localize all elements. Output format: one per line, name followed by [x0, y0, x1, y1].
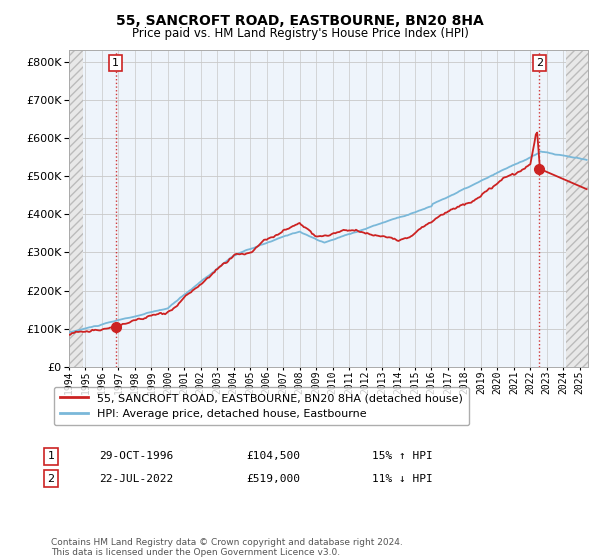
- Bar: [69, 46, 83, 367]
- Text: Contains HM Land Registry data © Crown copyright and database right 2024.
This d: Contains HM Land Registry data © Crown c…: [51, 538, 403, 557]
- Text: 55, SANCROFT ROAD, EASTBOURNE, BN20 8HA: 55, SANCROFT ROAD, EASTBOURNE, BN20 8HA: [116, 14, 484, 28]
- Text: 29-OCT-1996: 29-OCT-1996: [99, 451, 173, 461]
- Text: 22-JUL-2022: 22-JUL-2022: [99, 474, 173, 484]
- Text: 11% ↓ HPI: 11% ↓ HPI: [372, 474, 433, 484]
- Text: £519,000: £519,000: [246, 474, 300, 484]
- Legend: 55, SANCROFT ROAD, EASTBOURNE, BN20 8HA (detached house), HPI: Average price, de: 55, SANCROFT ROAD, EASTBOURNE, BN20 8HA …: [53, 386, 469, 426]
- Text: 2: 2: [536, 58, 543, 68]
- Text: 15% ↑ HPI: 15% ↑ HPI: [372, 451, 433, 461]
- Text: 1: 1: [47, 451, 55, 461]
- Text: Price paid vs. HM Land Registry's House Price Index (HPI): Price paid vs. HM Land Registry's House …: [131, 27, 469, 40]
- Bar: [566, 46, 599, 367]
- Text: 1: 1: [112, 58, 119, 68]
- Text: 2: 2: [47, 474, 55, 484]
- Text: £104,500: £104,500: [246, 451, 300, 461]
